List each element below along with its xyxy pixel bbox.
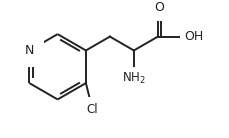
Text: OH: OH bbox=[183, 30, 202, 43]
Text: NH$_2$: NH$_2$ bbox=[121, 71, 145, 86]
Text: Cl: Cl bbox=[86, 103, 97, 116]
Text: O: O bbox=[154, 1, 164, 14]
Text: N: N bbox=[25, 44, 34, 57]
